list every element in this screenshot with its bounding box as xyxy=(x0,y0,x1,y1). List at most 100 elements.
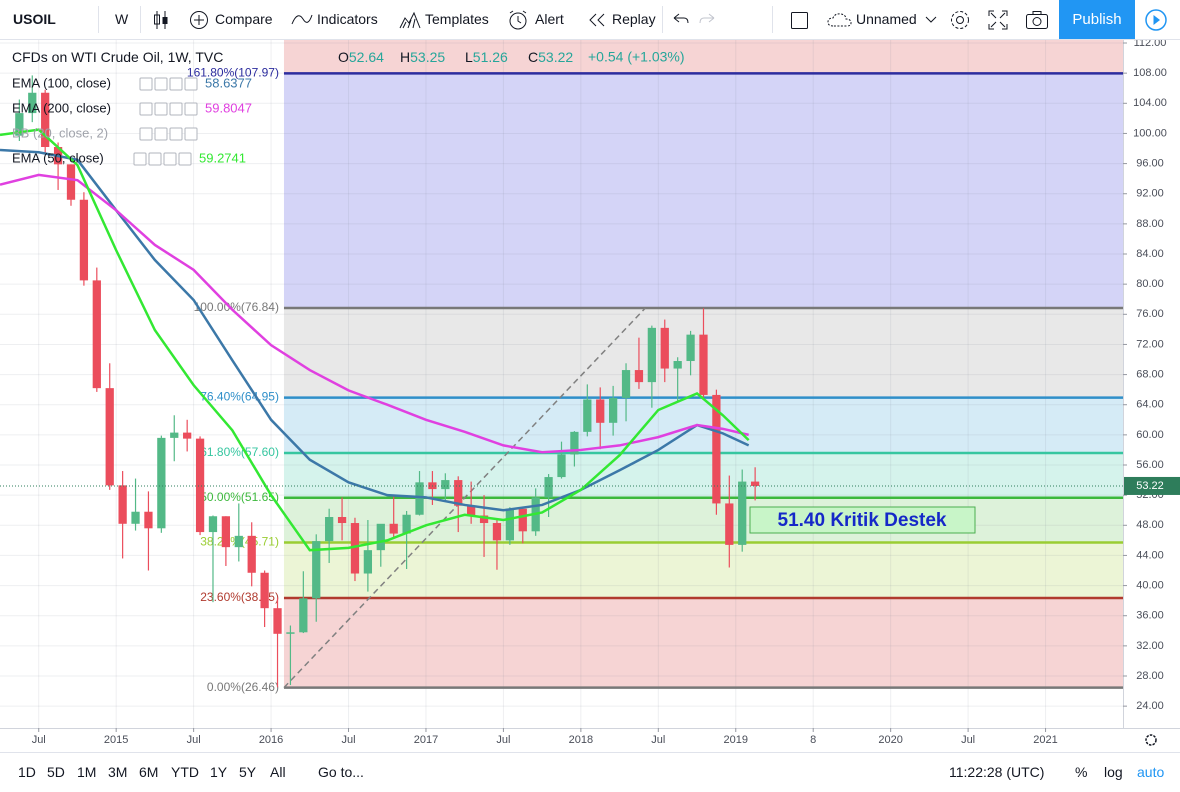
x-tick-label: Jul xyxy=(187,734,201,746)
legend-button xyxy=(184,102,198,116)
toolbar-button[interactable]: Indicators xyxy=(317,11,378,27)
toolbar-button[interactable]: Alert xyxy=(535,11,564,27)
candle-body xyxy=(712,394,721,504)
candle-body xyxy=(118,485,127,524)
legend-button xyxy=(163,152,177,166)
last-price-box xyxy=(1124,476,1180,495)
chart-style-icon[interactable] xyxy=(152,10,170,30)
candle-body xyxy=(208,516,218,533)
range-button[interactable]: YTD xyxy=(171,764,199,780)
candle-body xyxy=(647,327,656,383)
y-tick-label: 72.00 xyxy=(1136,338,1164,350)
toolbar-button[interactable]: Replay xyxy=(612,11,656,27)
fib-band xyxy=(283,452,1123,498)
range-button[interactable]: 1M xyxy=(77,764,97,780)
y-tick-label: 28.00 xyxy=(1136,670,1164,682)
x-tick-label: Jul xyxy=(341,734,355,746)
dropdown-arrow xyxy=(925,16,937,23)
templates-icon xyxy=(399,11,421,29)
toolbar-button[interactable]: Compare xyxy=(215,11,273,27)
candle-body xyxy=(505,508,514,541)
x-tick-label: 2019 xyxy=(724,734,748,746)
y-tick-label: 40.00 xyxy=(1136,579,1164,591)
range-button[interactable]: All xyxy=(270,764,286,780)
y-tick-label: 24.00 xyxy=(1136,700,1164,712)
candle-body xyxy=(260,572,269,609)
replay-icon xyxy=(589,13,605,27)
goto-button[interactable]: Go to... xyxy=(318,764,364,780)
candle-body xyxy=(131,511,140,524)
play-icon[interactable] xyxy=(1144,8,1168,32)
legend-button xyxy=(154,127,168,141)
y-tick-label: 44.00 xyxy=(1136,549,1164,561)
range-button[interactable]: 1D xyxy=(18,764,36,780)
x-tick-label: 2017 xyxy=(414,734,438,746)
candle-body xyxy=(79,199,89,281)
publish-button[interactable]: Publish xyxy=(1059,0,1135,39)
interval[interactable]: W xyxy=(115,11,129,27)
fib-level-label: 161.80%(107.97) xyxy=(187,66,279,80)
candle-body xyxy=(247,535,256,573)
range-button[interactable]: 5Y xyxy=(239,764,257,780)
candle-body xyxy=(583,399,592,432)
compare-icon xyxy=(190,11,208,29)
candle-body xyxy=(479,515,489,524)
candle-body xyxy=(325,517,334,542)
layout-icon[interactable] xyxy=(790,11,810,31)
range-button[interactable]: 6M xyxy=(139,764,159,780)
candle-body xyxy=(157,437,166,529)
candle-body xyxy=(415,482,424,515)
candle-body xyxy=(492,523,502,541)
scale-option[interactable]: log xyxy=(1104,764,1123,780)
candle-body xyxy=(441,480,450,490)
y-tick-label: 64.00 xyxy=(1136,399,1164,411)
price-axis xyxy=(1123,40,1180,728)
indicators-icon xyxy=(291,14,313,25)
y-tick-label: 80.00 xyxy=(1136,278,1164,290)
ohlc-label: O xyxy=(338,49,349,65)
candle-body xyxy=(609,397,618,423)
y-tick-label: 108.00 xyxy=(1133,67,1167,79)
symbol[interactable]: USOIL xyxy=(13,11,56,27)
ohlc-label: C xyxy=(528,49,538,65)
candle-body xyxy=(673,361,682,369)
candle-body xyxy=(725,503,734,545)
ohlc-label: H xyxy=(400,49,410,65)
candle-body xyxy=(686,334,695,362)
fib-band xyxy=(283,40,1123,74)
fib-band xyxy=(283,497,1123,543)
toolbar-button[interactable]: Templates xyxy=(425,11,489,27)
candle-body xyxy=(570,431,579,455)
undo-redo[interactable] xyxy=(672,12,716,28)
range-button[interactable]: 3M xyxy=(108,764,128,780)
ohlc-value: 53.22 xyxy=(538,49,573,65)
fib-trend-line xyxy=(283,307,646,689)
fib-band xyxy=(283,598,1123,688)
range-button[interactable]: 5D xyxy=(47,764,65,780)
ohlc-label: L xyxy=(465,49,473,65)
fullscreen-icon[interactable] xyxy=(988,10,1008,30)
y-tick-label: 84.00 xyxy=(1136,248,1164,260)
settings-icon[interactable] xyxy=(948,8,972,32)
scale-option[interactable]: auto xyxy=(1137,764,1165,780)
snapshot-icon[interactable] xyxy=(1025,10,1049,30)
separator xyxy=(662,6,663,33)
annotation-box xyxy=(749,506,976,534)
legend-button xyxy=(133,152,147,166)
x-tick-label: 2015 xyxy=(104,734,128,746)
fib-band xyxy=(283,73,1123,308)
scale-option[interactable]: % xyxy=(1075,764,1088,780)
legend-button xyxy=(169,102,183,116)
y-tick-label: 56.00 xyxy=(1136,459,1164,471)
ohlc-item: H53.25 xyxy=(400,49,445,65)
ema-line xyxy=(0,173,749,454)
x-tick-label: Jul xyxy=(651,734,665,746)
indicator-name: EMA (200, close) xyxy=(12,100,111,115)
legend-button xyxy=(184,77,198,91)
layout-name[interactable]: Unnamed xyxy=(856,11,917,27)
candle-body xyxy=(234,535,243,548)
y-tick-label: 60.00 xyxy=(1136,429,1164,441)
candle-body xyxy=(92,280,101,389)
range-button[interactable]: 1Y xyxy=(210,764,228,780)
